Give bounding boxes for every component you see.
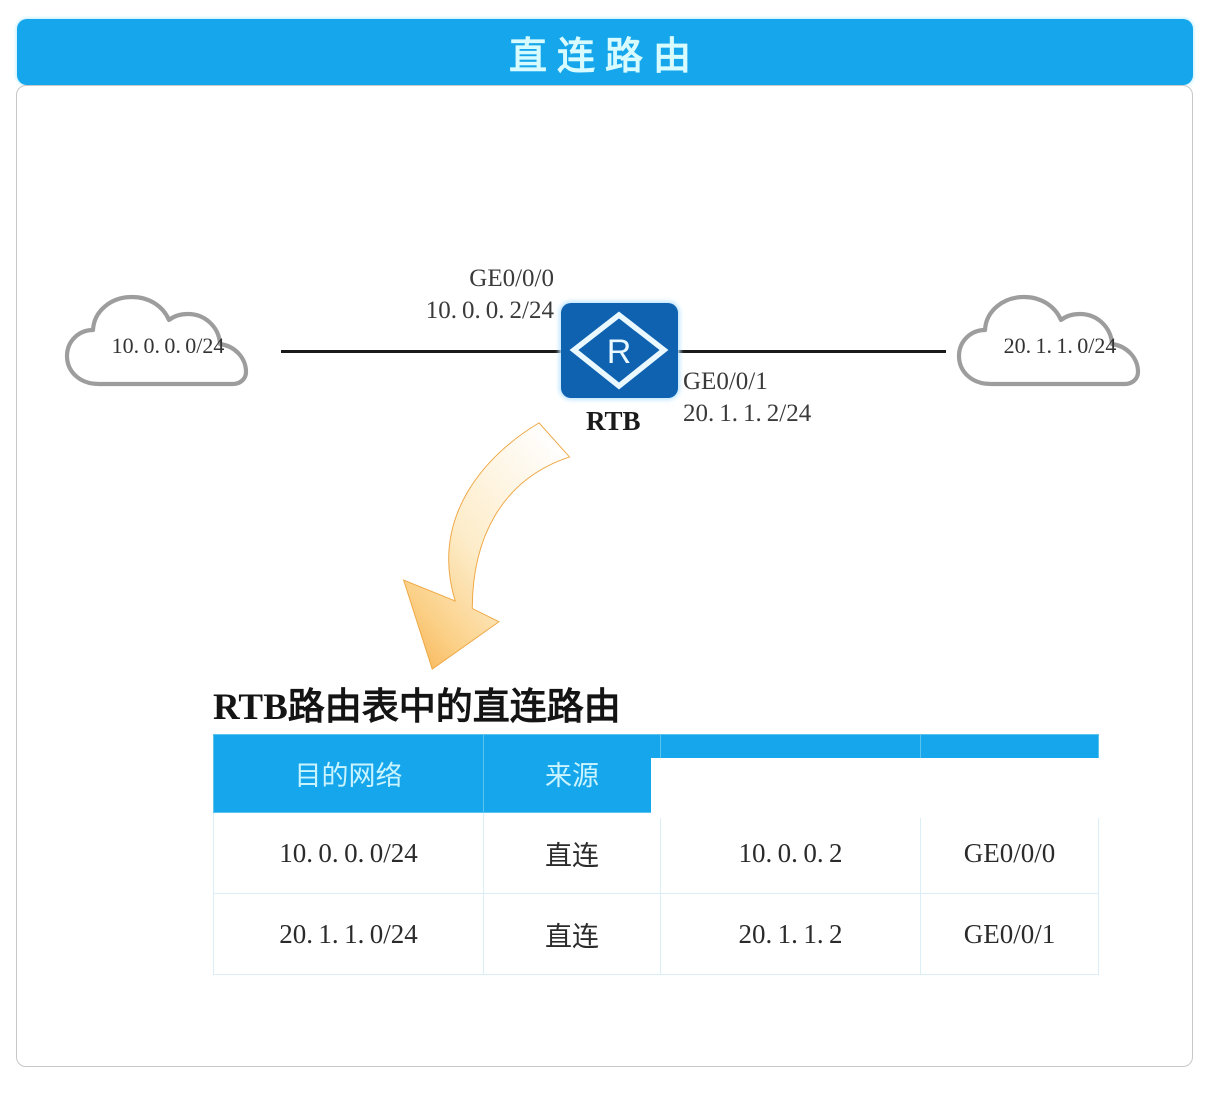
svg-text:R: R xyxy=(607,333,632,371)
